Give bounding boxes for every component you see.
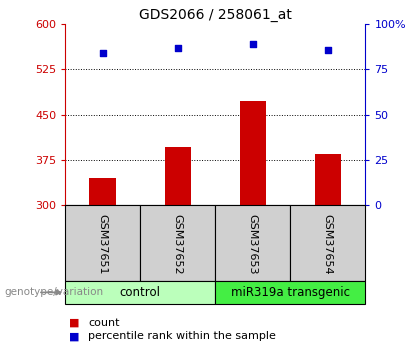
Title: GDS2066 / 258061_at: GDS2066 / 258061_at — [139, 8, 291, 22]
Point — [325, 47, 331, 52]
Text: miR319a transgenic: miR319a transgenic — [231, 286, 350, 299]
Text: GSM37652: GSM37652 — [173, 214, 183, 275]
Point — [249, 41, 256, 47]
Text: ■: ■ — [69, 332, 80, 341]
Bar — [215, 205, 290, 281]
Point — [174, 45, 181, 50]
Bar — [315, 154, 341, 205]
Bar — [89, 178, 116, 205]
Bar — [290, 205, 365, 281]
Text: genotype/variation: genotype/variation — [4, 287, 103, 297]
Text: GSM37651: GSM37651 — [97, 214, 108, 275]
Bar — [65, 281, 215, 304]
Text: GSM37653: GSM37653 — [248, 214, 258, 275]
Bar — [215, 281, 365, 304]
Bar — [65, 205, 140, 281]
Bar — [240, 101, 266, 205]
Text: ■: ■ — [69, 318, 80, 327]
Bar — [165, 147, 191, 205]
Point — [99, 50, 106, 56]
Text: count: count — [88, 318, 120, 327]
Bar — [140, 205, 215, 281]
Text: GSM37654: GSM37654 — [323, 214, 333, 275]
Text: percentile rank within the sample: percentile rank within the sample — [88, 332, 276, 341]
Text: control: control — [120, 286, 161, 299]
